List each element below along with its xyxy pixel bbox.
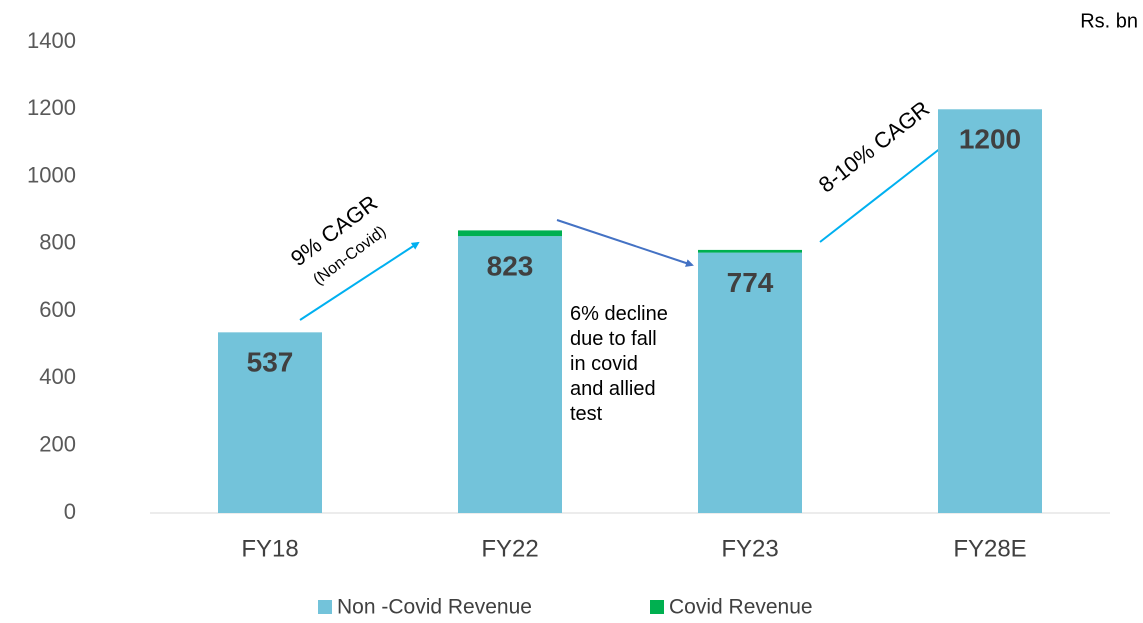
legend-label: Covid Revenue [669, 596, 813, 619]
data-label: 1200 [959, 124, 1021, 155]
x-tick-label: FY22 [481, 535, 538, 562]
annotation: 6% decline due to fall in covid and alli… [570, 303, 668, 425]
x-tick-label: FY23 [721, 535, 778, 562]
data-label: 823 [487, 251, 534, 282]
x-tick-label: FY28E [953, 535, 1026, 562]
data-label: 774 [727, 267, 774, 298]
y-tick-label: 200 [39, 432, 76, 457]
data-label: 537 [247, 347, 294, 378]
legend-swatch [650, 600, 664, 614]
annotation: 8-10% CAGR [814, 96, 934, 198]
y-tick-label: 600 [39, 297, 76, 322]
y-tick-label: 800 [39, 230, 76, 255]
arrow [299, 241, 420, 321]
arrow [556, 219, 694, 267]
x-tick-label: FY18 [241, 535, 298, 562]
arrow [819, 135, 957, 243]
bar-segment [698, 249, 802, 253]
bar-segment [218, 332, 322, 513]
legend-swatch [318, 600, 332, 614]
y-tick-label: 0 [64, 499, 76, 524]
y-tick-label: 1400 [27, 28, 76, 53]
y-tick-label: 1200 [27, 95, 76, 120]
y-tick-label: 400 [39, 364, 76, 389]
bar-segment [458, 230, 562, 237]
y-tick-label: 1000 [27, 162, 76, 187]
bar-segment [698, 252, 802, 513]
legend-label: Non -Covid Revenue [337, 596, 532, 619]
bar-segment [458, 236, 562, 513]
unit-label: Rs. bn [1080, 10, 1138, 32]
bar-segment [938, 109, 1042, 514]
